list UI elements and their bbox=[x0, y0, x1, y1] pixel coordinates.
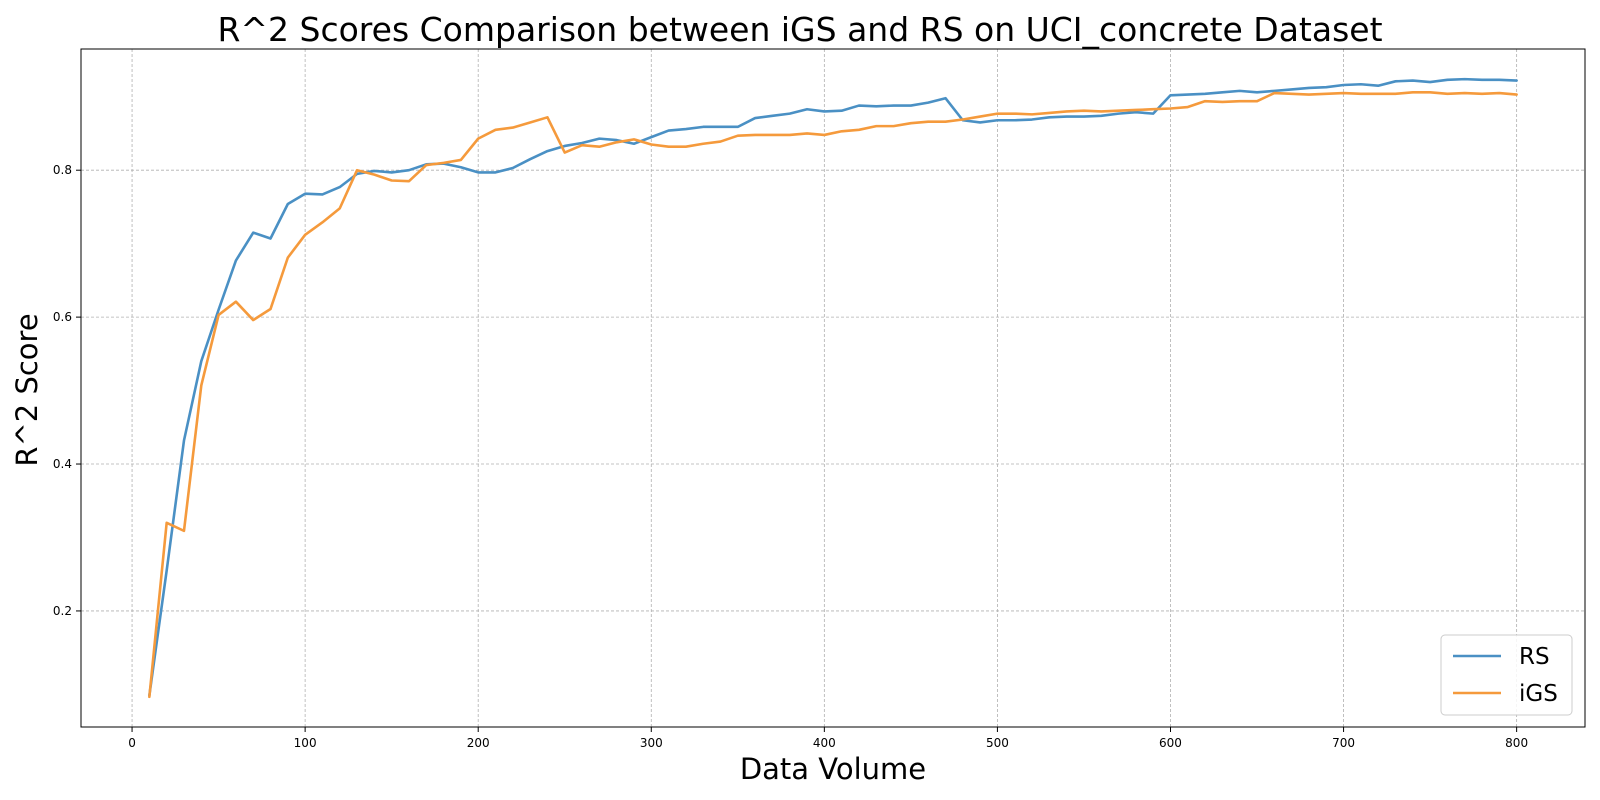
y-axis-label: R^2 Score bbox=[10, 313, 44, 466]
x-tick-label: 400 bbox=[813, 736, 836, 750]
series-line-rs bbox=[148, 77, 1518, 697]
x-tick-label: 200 bbox=[467, 736, 490, 750]
x-tick-label: 500 bbox=[986, 736, 1009, 750]
chart-title: R^2 Scores Comparison between iGS and RS… bbox=[217, 10, 1382, 49]
y-ticks: 0.2 0.4 0.6 0.8 bbox=[53, 163, 81, 618]
legend-label-rs: RS bbox=[1519, 644, 1550, 670]
series-line-igs bbox=[148, 91, 1518, 699]
x-tick-label: 0 bbox=[128, 736, 136, 750]
y-tick-label: 0.8 bbox=[53, 163, 72, 177]
x-tick-label: 600 bbox=[1159, 736, 1182, 750]
x-tick-label: 300 bbox=[640, 736, 663, 750]
y-tick-label: 0.2 bbox=[53, 604, 72, 618]
legend: RS iGS bbox=[1440, 634, 1573, 716]
x-tick-label: 700 bbox=[1332, 736, 1355, 750]
y-tick-label: 0.4 bbox=[53, 457, 72, 471]
x-tick-label: 100 bbox=[294, 736, 317, 750]
x-axis-label: Data Volume bbox=[740, 752, 926, 786]
grid-lines bbox=[81, 49, 1585, 727]
legend-label-igs: iGS bbox=[1519, 681, 1558, 707]
plot-frame bbox=[80, 48, 1586, 728]
x-tick-label: 800 bbox=[1505, 736, 1528, 750]
series-lines bbox=[148, 77, 1518, 699]
y-tick-label: 0.6 bbox=[53, 310, 72, 324]
x-ticks: 0 100 200 300 400 500 600 700 800 bbox=[128, 727, 1528, 750]
